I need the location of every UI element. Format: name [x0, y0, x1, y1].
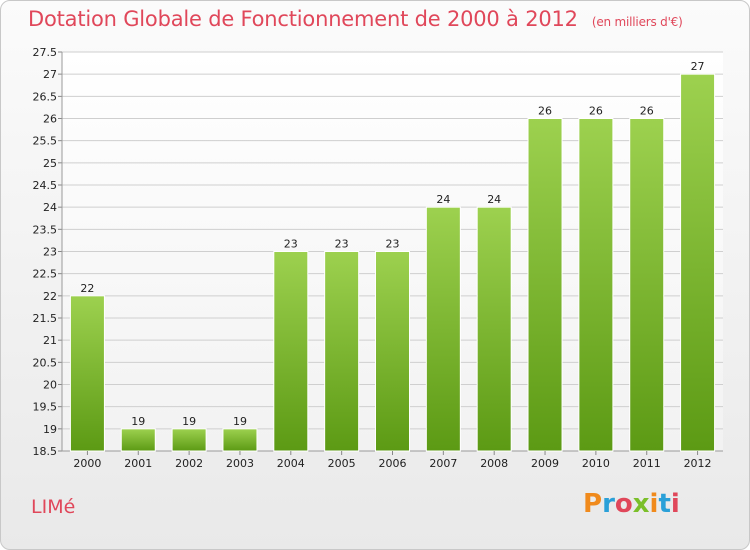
x-tick-label-2005: 2005 — [328, 457, 356, 470]
y-tick-label: 20 — [43, 379, 57, 392]
y-tick-label: 22.5 — [33, 268, 58, 281]
bar-2002 — [171, 428, 207, 452]
chart-title: Dotation Globale de Fonctionnement de 20… — [28, 7, 683, 31]
logo-letter: t — [658, 489, 671, 519]
x-tick-label-2008: 2008 — [480, 457, 508, 470]
logo-letter: P — [583, 489, 603, 519]
x-tick-label-2006: 2006 — [379, 457, 407, 470]
y-tick-label: 25.5 — [33, 135, 58, 148]
data-label-2003: 19 — [233, 415, 247, 428]
bar-2009 — [527, 118, 563, 452]
x-tick-label-2010: 2010 — [582, 457, 610, 470]
logo-letter: i — [649, 489, 659, 519]
logo-letter: o — [614, 489, 633, 519]
chart-subtitle: (en milliers d'€) — [591, 15, 683, 29]
y-tick-label: 26.5 — [33, 90, 58, 103]
y-tick-label: 23.5 — [33, 223, 58, 236]
y-tick-label: 19.5 — [33, 401, 58, 414]
data-label-2005: 23 — [335, 238, 349, 251]
data-label-2010: 26 — [589, 105, 603, 118]
bar-2003 — [222, 428, 258, 452]
bar-2006 — [375, 251, 410, 452]
y-tick-label: 21 — [43, 334, 57, 347]
logo-letter: x — [632, 489, 650, 519]
bar-2000 — [69, 295, 105, 452]
y-tick-label: 19 — [43, 423, 57, 436]
y-tick-label: 18.5 — [33, 445, 58, 458]
y-tick-label: 22 — [43, 290, 57, 303]
logo-letter: i — [670, 489, 680, 519]
data-label-2000: 22 — [80, 282, 94, 295]
data-label-2012: 27 — [691, 60, 705, 73]
proxiti-logo: Proxiti — [583, 489, 680, 519]
bar-2004 — [273, 251, 309, 452]
data-label-2009: 26 — [538, 105, 552, 118]
data-label-2008: 24 — [487, 193, 501, 206]
data-label-2002: 19 — [182, 415, 196, 428]
y-tick-label: 23 — [43, 246, 57, 259]
y-tick-label: 27.5 — [33, 46, 58, 59]
bar-2005 — [324, 251, 360, 452]
x-tick-label-2004: 2004 — [277, 457, 305, 470]
data-label-2007: 24 — [436, 193, 450, 206]
x-tick-label-2007: 2007 — [429, 457, 457, 470]
data-label-2006: 23 — [386, 238, 400, 251]
data-label-2011: 26 — [640, 105, 654, 118]
logo-letter: r — [602, 489, 615, 519]
y-tick-label: 24 — [43, 201, 57, 214]
y-tick-label: 27 — [43, 68, 57, 81]
x-tick-label-2000: 2000 — [73, 457, 101, 470]
bar-2012 — [680, 73, 716, 452]
commune-name: LIMé — [31, 496, 76, 518]
bar-2010 — [578, 118, 614, 452]
chart-title-text: Dotation Globale de Fonctionnement de 20… — [28, 7, 578, 31]
bar-2007 — [425, 206, 461, 452]
x-tick-label-2009: 2009 — [531, 457, 559, 470]
bar-2011 — [629, 118, 665, 452]
y-tick-label: 20.5 — [33, 356, 58, 369]
y-tick-label: 21.5 — [33, 312, 58, 325]
data-label-2004: 23 — [284, 238, 298, 251]
x-tick-label-2002: 2002 — [175, 457, 203, 470]
y-tick-label: 24.5 — [33, 179, 58, 192]
y-tick-label: 26 — [43, 113, 57, 126]
x-tick-label-2003: 2003 — [226, 457, 254, 470]
x-tick-label-2001: 2001 — [124, 457, 152, 470]
bar-2001 — [120, 428, 156, 452]
y-tick-label: 25 — [43, 157, 57, 170]
bar-2008 — [476, 206, 512, 452]
data-label-2001: 19 — [131, 415, 145, 428]
x-tick-label-2012: 2012 — [684, 457, 712, 470]
x-tick-label-2011: 2011 — [633, 457, 661, 470]
